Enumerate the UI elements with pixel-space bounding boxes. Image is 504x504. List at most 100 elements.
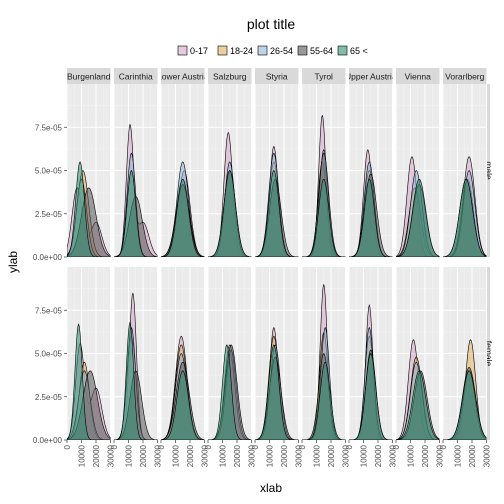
density-layer	[208, 344, 252, 440]
x-tick-label: 30000	[248, 444, 257, 467]
legend-label-65: 65 <	[350, 46, 368, 56]
strip-tyrol	[302, 68, 346, 84]
strip-lower-austria	[161, 68, 205, 84]
panel-female-upper-austria	[348, 267, 393, 441]
density-layer	[161, 161, 205, 257]
x-tick-label: 0	[251, 444, 260, 449]
density-65	[396, 370, 440, 440]
density-layer	[443, 339, 487, 440]
density-layer	[349, 303, 393, 440]
x-tick-label: 0	[345, 444, 354, 449]
legend-label-18-24: 18-24	[230, 46, 253, 56]
legend-label-55-64: 55-64	[310, 46, 333, 56]
strip-label-upper-austria: Upper Austria	[345, 72, 397, 82]
panel-male-upper-austria	[348, 84, 393, 258]
x-tick-label: 30000	[436, 444, 445, 467]
panel-male-vienna	[395, 84, 440, 258]
x-tick-label: 20000	[92, 444, 101, 467]
chart-title: plot title	[247, 16, 295, 32]
density-65	[208, 344, 252, 440]
y-tick-label: 5.0e-05	[35, 350, 63, 359]
strip-label-salzburg: Salzburg	[213, 72, 247, 82]
x-tick-label: 20000	[327, 444, 336, 467]
x-tick-label: 20000	[421, 444, 430, 467]
x-tick-label: 20000	[374, 444, 383, 467]
density-65	[67, 161, 111, 257]
x-tick-label: 30000	[295, 444, 304, 467]
panel-female-vorarlberg	[442, 267, 487, 441]
x-axis-title: xlab	[260, 481, 282, 495]
x-tick-label: 30000	[107, 444, 116, 467]
density-layer	[114, 123, 158, 257]
x-tick-label: 10000	[313, 444, 322, 467]
density-65	[302, 361, 346, 440]
density-layer	[114, 292, 158, 440]
x-tick-label: 20000	[186, 444, 195, 467]
panel-male-burgenland	[66, 84, 111, 258]
density-layer	[302, 284, 346, 440]
x-tick-label: 20000	[233, 444, 242, 467]
density-layer	[443, 156, 487, 257]
strip-styria	[255, 68, 299, 84]
strip-label-styria: Styria	[266, 72, 288, 82]
x-tick-label: 20000	[139, 444, 148, 467]
panel-female-salzburg	[207, 267, 252, 441]
x-tick-label: 0	[392, 444, 401, 449]
x-tick-label: 10000	[407, 444, 416, 467]
density-65	[349, 353, 393, 440]
x-tick-label: 0	[204, 444, 213, 449]
y-tick-label: 7.5e-05	[35, 306, 63, 315]
density-65	[161, 178, 205, 257]
density-65	[349, 178, 393, 257]
strip-label-burgenland: Burgenland	[67, 72, 111, 82]
x-tick-label: 0	[298, 444, 307, 449]
panel-female-tyrol	[301, 267, 346, 441]
column-strips: Burgenland Carinthia Lower Austria Salzburg…	[67, 68, 487, 84]
density-65	[114, 321, 158, 440]
density-65	[302, 178, 346, 257]
panel-male-vorarlberg	[442, 84, 487, 258]
y-axis-title: ylab	[6, 251, 20, 273]
x-tick-label: 10000	[360, 444, 369, 467]
y-tick-label: 2.5e-05	[35, 393, 63, 402]
x-tick-label: 0	[439, 444, 448, 449]
density-layer	[396, 339, 440, 440]
legend-key-55-64	[297, 45, 308, 56]
x-tick-label: 10000	[125, 444, 134, 467]
strip-carinthia	[114, 68, 158, 84]
density-layer	[67, 323, 111, 440]
density-65	[443, 178, 487, 257]
density-layer	[349, 149, 393, 257]
legend-key-18-24	[217, 45, 228, 56]
y-tick-label: 7.5e-05	[35, 123, 63, 132]
density-65	[161, 370, 205, 440]
panel-female-carinthia	[113, 267, 158, 441]
y-tick-label: 0.0e+00	[33, 436, 63, 445]
panel-female-burgenland	[66, 267, 111, 441]
panel-male-lower-austria	[160, 84, 205, 258]
x-tick-label: 10000	[78, 444, 87, 467]
panel-female-vienna	[395, 267, 440, 441]
density-65	[114, 169, 158, 257]
x-tick-label: 30000	[389, 444, 398, 467]
density-65	[443, 370, 487, 440]
strip-label-vorarlberg: Vorarlberg	[445, 72, 484, 82]
legend-key-0-17	[177, 45, 188, 56]
legend: 0-17 18-24 26-54 55-64 65 <	[177, 45, 368, 56]
panel-male-tyrol	[301, 84, 346, 258]
legend-label-26-54: 26-54	[270, 46, 293, 56]
strip-label-carinthia: Carinthia	[119, 72, 153, 82]
strip-vienna	[396, 68, 440, 84]
density-layer	[208, 131, 252, 257]
strip-label-lower-austria: Lower Austria	[157, 72, 209, 82]
strip-label-male: male	[484, 161, 494, 180]
density-layer	[255, 326, 299, 440]
legend-label-0-17: 0-17	[190, 46, 208, 56]
panel-male-styria	[254, 84, 299, 258]
x-tick-label: 20000	[280, 444, 289, 467]
strip-burgenland	[67, 68, 111, 84]
density-layer	[161, 335, 205, 440]
strip-label-female: female	[484, 341, 494, 367]
y-tick-label: 2.5e-05	[35, 210, 63, 219]
